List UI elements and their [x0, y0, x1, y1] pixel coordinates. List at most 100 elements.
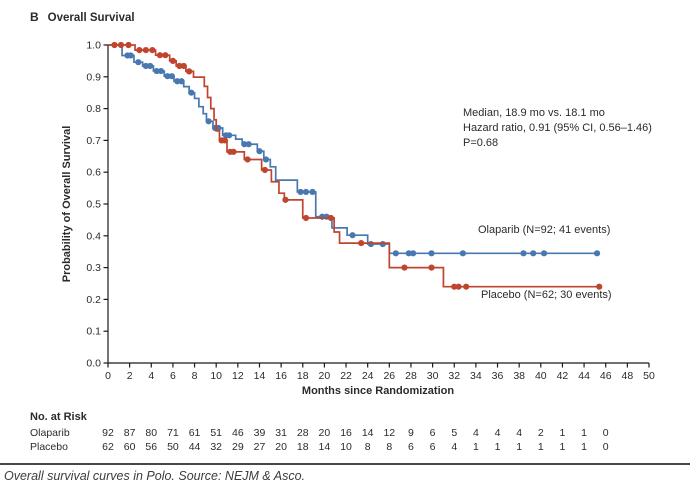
censor-mark-olaparib: [297, 188, 304, 196]
censor-mark-olaparib: [135, 59, 142, 66]
risk-count: 20: [275, 441, 287, 453]
risk-count: 4: [451, 441, 457, 453]
y-tick-label: 0.4: [86, 230, 101, 242]
x-tick-label: 10: [210, 370, 222, 382]
y-tick-label: 0.0: [86, 358, 101, 370]
risk-count: 1: [495, 441, 501, 453]
p-value-annotation: P=0.68: [463, 137, 499, 149]
olaparib-curve-label: Olaparib (N=92; 41 events): [478, 224, 611, 236]
risk-table-heading: No. at Risk: [30, 411, 87, 423]
panel-title: Overall Survival: [47, 12, 135, 24]
censor-mark-placebo: [428, 264, 435, 271]
censor-mark-olaparib: [302, 188, 310, 196]
censor-mark-olaparib: [520, 250, 527, 257]
risk-count: 20: [319, 427, 331, 439]
risk-count: 4: [516, 427, 522, 439]
risk-count: 2: [538, 427, 544, 439]
risk-count: 32: [210, 441, 222, 453]
y-tick-label: 0.5: [86, 199, 101, 211]
censor-mark-olaparib: [349, 232, 356, 239]
censor-mark-olaparib: [188, 89, 195, 96]
censor-mark-olaparib: [142, 62, 149, 70]
risk-count: 1: [581, 427, 587, 439]
censor-mark-olaparib: [178, 78, 185, 85]
risk-count: 6: [430, 441, 436, 453]
x-tick-label: 20: [319, 370, 331, 382]
risk-count: 51: [210, 427, 222, 439]
y-tick-label: 0.2: [86, 294, 101, 306]
x-tick-label: 4: [148, 370, 154, 382]
censor-mark-placebo: [401, 264, 408, 271]
x-tick-label: 42: [557, 370, 569, 382]
risk-count: 46: [232, 427, 244, 439]
censor-mark-placebo: [111, 41, 118, 49]
x-tick-label: 8: [192, 370, 198, 382]
censor-mark-olaparib: [127, 52, 134, 59]
risk-count: 6: [430, 427, 436, 439]
censor-mark-placebo: [162, 52, 169, 59]
x-tick-label: 18: [297, 370, 309, 382]
censor-mark-placebo: [358, 240, 365, 247]
risk-count: 1: [560, 427, 566, 439]
x-tick-label: 36: [492, 370, 504, 382]
risk-count: 60: [124, 441, 136, 453]
censor-mark-olaparib: [153, 67, 160, 75]
x-tick-label: 30: [427, 370, 439, 382]
y-tick-label: 1.0: [86, 40, 101, 52]
x-axis-title: Months since Randomization: [301, 385, 455, 397]
risk-count: 1: [538, 441, 544, 453]
risk-count: 31: [275, 427, 287, 439]
placebo-curve-label: Placebo (N=62; 30 events): [481, 289, 612, 301]
y-tick-label: 0.7: [86, 135, 101, 147]
censor-mark-placebo: [149, 46, 156, 54]
censor-mark-olaparib: [168, 73, 175, 80]
censor-mark-olaparib: [540, 250, 548, 257]
censor-mark-placebo: [125, 41, 132, 49]
x-tick-label: 24: [362, 370, 374, 382]
censor-mark-placebo: [463, 283, 470, 290]
censor-mark-olaparib: [157, 67, 165, 75]
x-tick-label: 16: [275, 370, 287, 382]
x-tick-label: 48: [622, 370, 634, 382]
median-annotation: Median, 18.9 mo vs. 18.1 mo: [463, 107, 605, 119]
risk-count: 92: [102, 427, 114, 439]
censor-mark-placebo: [176, 62, 183, 70]
risk-count: 4: [473, 427, 479, 439]
censor-mark-olaparib: [392, 250, 399, 257]
censor-mark-placebo: [117, 41, 125, 49]
censor-mark-placebo: [261, 166, 268, 174]
x-tick-label: 38: [513, 370, 525, 382]
statistics-annotation: Median, 18.9 mo vs. 18.1 mo Hazard ratio…: [463, 106, 652, 151]
y-tick-label: 0.6: [86, 167, 101, 179]
censor-mark-placebo: [136, 46, 143, 54]
censor-mark-olaparib: [367, 240, 375, 248]
risk-count: 29: [232, 441, 244, 453]
censor-mark-placebo: [244, 156, 251, 163]
censor-mark-placebo: [230, 148, 237, 155]
y-tick-label: 0.3: [86, 262, 101, 274]
x-tick-label: 0: [105, 370, 111, 382]
censor-mark-olaparib: [205, 118, 212, 125]
x-tick-label: 14: [254, 370, 266, 382]
risk-row-label: Placebo: [30, 441, 68, 453]
x-tick-label: 2: [127, 370, 133, 382]
censor-mark-olaparib: [245, 141, 252, 148]
risk-count: 28: [297, 427, 309, 439]
censor-mark-olaparib: [410, 250, 417, 257]
x-tick-label: 34: [470, 370, 482, 382]
risk-count: 14: [319, 441, 331, 453]
risk-count: 87: [124, 427, 136, 439]
censor-mark-placebo: [186, 68, 193, 75]
x-tick-label: 40: [535, 370, 547, 382]
censor-mark-placebo: [169, 57, 177, 64]
risk-count: 0: [603, 441, 609, 453]
censor-mark-olaparib: [262, 156, 270, 163]
censor-mark-placebo: [455, 283, 462, 290]
survival-curve-placebo: [108, 44, 600, 288]
risk-row-label: Olaparib: [30, 427, 70, 439]
risk-count: 71: [167, 427, 179, 439]
censor-mark-olaparib: [593, 250, 601, 257]
risk-count: 14: [362, 427, 374, 439]
y-tick-label: 0.1: [86, 326, 101, 338]
censor-mark-olaparib: [147, 62, 154, 70]
